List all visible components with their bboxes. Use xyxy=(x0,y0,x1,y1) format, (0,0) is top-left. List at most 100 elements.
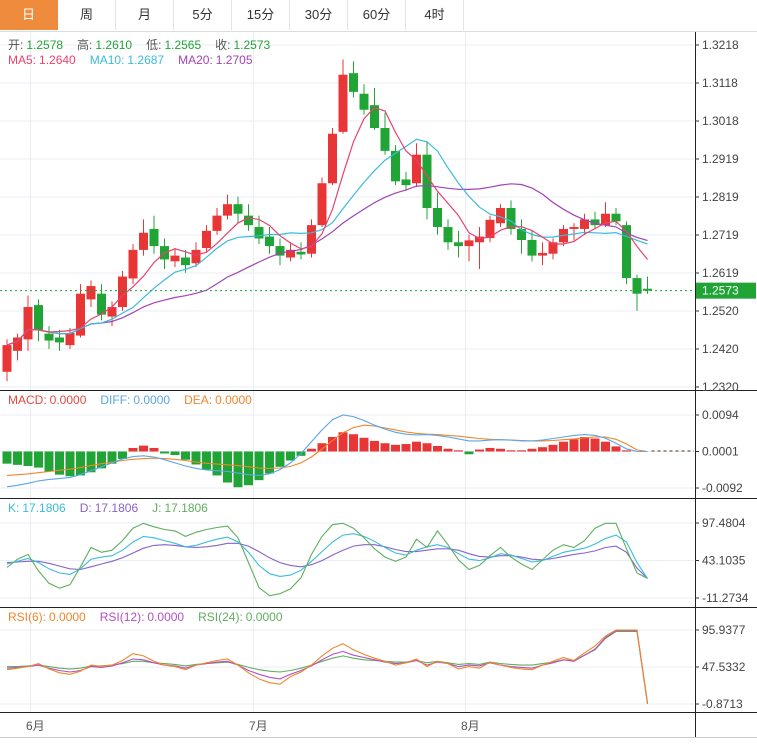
macd-histogram-bar xyxy=(107,451,117,464)
candle-body xyxy=(443,227,453,243)
macd-histogram-bar xyxy=(422,443,432,452)
macd-histogram-bar xyxy=(212,451,222,476)
panel-axis-label: 0.0001 xyxy=(702,445,739,459)
candle-body xyxy=(65,332,75,346)
macd-histogram-bar xyxy=(286,451,295,461)
candle-body xyxy=(286,249,295,258)
tab-15min[interactable]: 15分 xyxy=(232,0,290,30)
tab-week[interactable]: 周 xyxy=(58,0,116,30)
x-axis-label-august: 8月 xyxy=(461,719,480,733)
tab-day[interactable]: 日 xyxy=(0,0,58,30)
macd-histogram-bar xyxy=(527,448,537,452)
macd-histogram-bar xyxy=(97,451,106,469)
macd-histogram-bar xyxy=(517,450,526,452)
candle-body xyxy=(611,213,621,222)
candle-body xyxy=(412,154,421,184)
y-axis-label: 1.2320 xyxy=(702,380,739,394)
candle-body xyxy=(359,93,369,110)
panel-axis-label: 47.5332 xyxy=(702,660,746,674)
diff-line xyxy=(6,414,648,488)
candle-body xyxy=(107,307,117,317)
macd-histogram-bar xyxy=(170,451,180,456)
panel-axis-label: 43.1035 xyxy=(702,554,746,568)
macd-histogram-bar xyxy=(233,451,243,488)
y-axis-label: 1.2520 xyxy=(702,304,739,318)
macd-histogram-bar xyxy=(391,444,400,452)
candle-body xyxy=(86,286,96,300)
candle-body xyxy=(632,278,642,294)
candle-body xyxy=(13,337,22,351)
candle-body xyxy=(181,257,190,266)
macd-histogram-bar xyxy=(191,451,201,465)
y-axis-label: 1.3018 xyxy=(702,114,739,128)
current-price-tag xyxy=(696,282,756,299)
macd-histogram-bar xyxy=(244,451,253,486)
macd-histogram-bar xyxy=(548,444,558,452)
macd-histogram-bar xyxy=(464,451,474,455)
candle-body xyxy=(496,208,505,224)
macd-histogram-bar xyxy=(412,441,421,452)
x-axis-label-july: 7月 xyxy=(249,719,268,733)
candle-body xyxy=(464,240,474,247)
macd-histogram-bar xyxy=(496,448,505,452)
candle-body xyxy=(76,293,85,336)
candle-body xyxy=(401,179,411,186)
candle-body xyxy=(517,228,526,240)
ma5-line xyxy=(6,106,648,346)
candle-body xyxy=(128,249,138,279)
y-axis-label: 1.2420 xyxy=(702,342,739,356)
current-price-value: 1.2573 xyxy=(702,284,739,298)
candle-body xyxy=(139,232,148,250)
timeframe-tabbar: 日周月 5分 15分 30分 60分 4时 xyxy=(0,0,757,32)
macd-histogram-bar xyxy=(149,447,159,452)
macd-histogram-bar xyxy=(202,451,211,470)
tab-5min[interactable]: 5分 xyxy=(174,0,232,30)
candle-body xyxy=(254,227,264,239)
candle-body xyxy=(275,246,285,256)
candle-body xyxy=(643,288,652,291)
tab-60min[interactable]: 60分 xyxy=(348,0,406,30)
candle-body xyxy=(212,215,222,231)
macd-histogram-bar xyxy=(76,451,85,476)
kdj-d-line xyxy=(6,542,648,579)
candle-body xyxy=(202,230,211,248)
candle-body xyxy=(233,204,243,214)
candle-body xyxy=(506,208,516,229)
y-axis-label: 1.2619 xyxy=(702,266,739,280)
candle-body xyxy=(422,154,432,209)
candle-body xyxy=(97,293,106,315)
candle-body xyxy=(569,227,579,229)
macd-histogram-bar xyxy=(2,451,12,464)
macd-histogram-bar xyxy=(538,447,547,452)
macd-histogram-bar xyxy=(160,451,169,454)
macd-histogram-bar xyxy=(34,451,43,468)
tab-month[interactable]: 月 xyxy=(116,0,174,30)
tab-30min[interactable]: 30分 xyxy=(290,0,348,30)
candle-body xyxy=(433,208,442,228)
candle-body xyxy=(191,249,201,264)
candle-body xyxy=(55,337,64,343)
macd-histogram-bar xyxy=(380,443,390,452)
macd-histogram-bar xyxy=(454,450,463,452)
candle-body xyxy=(454,242,463,247)
candle-body xyxy=(580,219,589,229)
panel-axis-label: 95.9377 xyxy=(702,623,746,637)
y-axis-label: 1.2919 xyxy=(702,152,739,166)
tab-4hour[interactable]: 4时 xyxy=(406,0,464,30)
macd-histogram-bar xyxy=(590,438,600,452)
panel-axis-label: -11.2734 xyxy=(702,591,749,605)
macd-histogram-bar xyxy=(181,451,190,460)
macd-histogram-bar xyxy=(338,432,348,452)
macd-histogram-bar xyxy=(275,451,285,467)
candle-body xyxy=(296,251,306,255)
rsi6-line xyxy=(6,629,649,704)
macd-histogram-bar xyxy=(401,444,411,452)
panel-axis-label: -0.0092 xyxy=(702,481,743,495)
macd-histogram-bar xyxy=(55,451,64,475)
macd-histogram-bar xyxy=(485,447,495,452)
macd-histogram-bar xyxy=(23,451,33,467)
macd-histogram-bar xyxy=(611,446,621,452)
macd-histogram-bar xyxy=(370,440,379,452)
candle-body xyxy=(538,252,547,256)
